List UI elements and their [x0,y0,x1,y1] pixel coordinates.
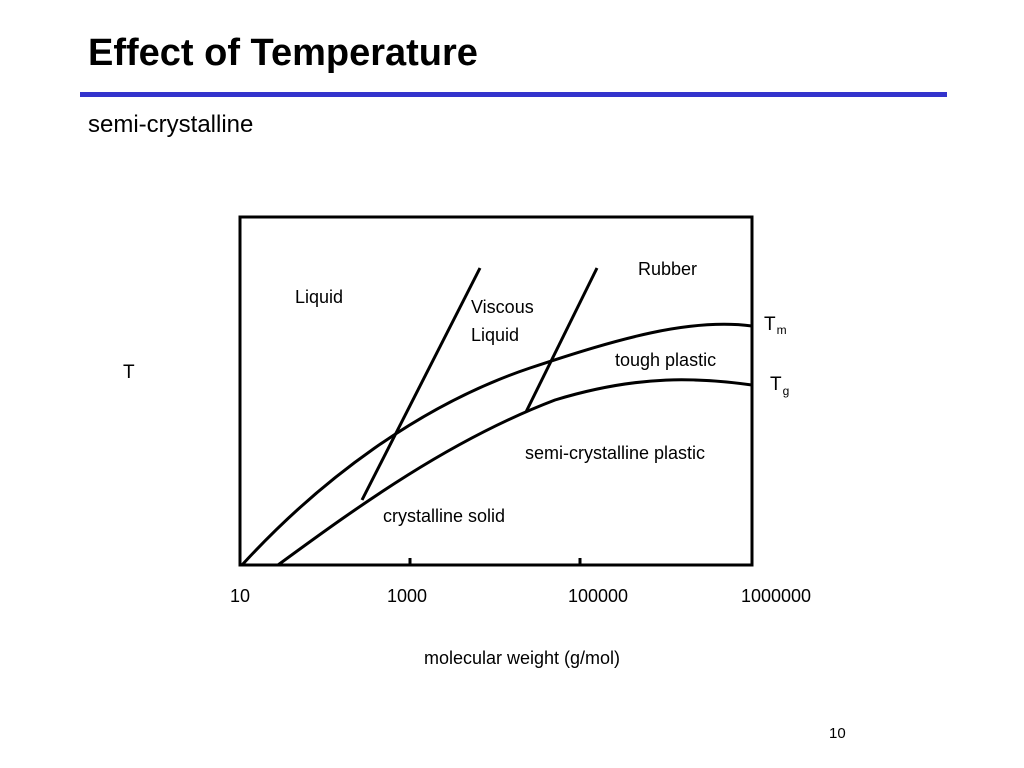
tm-label: Tm [764,314,787,337]
region-label-viscous: Viscous [471,297,534,317]
tm-curve [240,322,752,565]
title-divider [80,92,947,97]
region-label-semi-crystalline-plastic: semi-crystalline plastic [525,443,705,463]
x-tick-label-1000: 1000 [387,586,427,606]
tg-curve [277,378,752,565]
region-label-crystalline-solid: crystalline solid [383,506,505,526]
viscous-rubber-boundary [524,267,599,413]
liquid-viscous-boundary [360,267,482,501]
page-number: 10 [829,725,846,742]
x-tick-label-1000000: 1000000 [741,586,811,606]
plot-frame [238,215,754,567]
region-label-tough-plastic: tough plastic [615,350,716,370]
x-tick-label-10: 10 [230,586,250,606]
region-label-viscous-liquid: Liquid [471,325,519,345]
slide-subtitle: semi-crystalline [88,111,254,138]
region-label-liquid: Liquid [295,287,343,307]
region-label-rubber: Rubber [638,259,697,279]
y-axis-label: T [123,362,135,383]
x-axis-label: molecular weight (g/mol) [424,648,620,668]
tg-label: Tg [770,374,789,398]
slide-title: Effect of Temperature [88,32,478,74]
x-tick-label-100000: 100000 [568,586,628,606]
